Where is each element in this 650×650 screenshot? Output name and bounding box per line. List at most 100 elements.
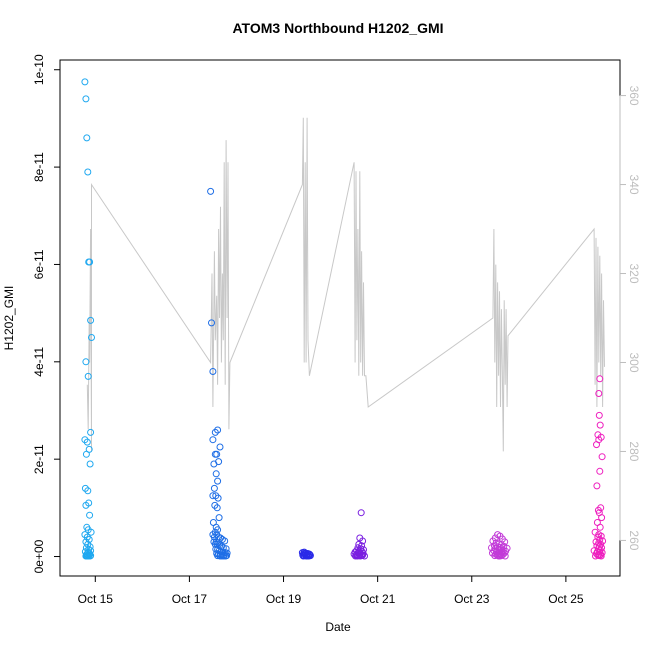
data-point xyxy=(352,552,359,560)
data-point xyxy=(306,552,314,560)
data-point xyxy=(596,467,604,475)
data-point xyxy=(496,552,504,560)
x-tick-label: Oct 21 xyxy=(360,592,396,606)
point-group-3 xyxy=(350,509,368,560)
point-group-4 xyxy=(488,531,511,560)
data-point xyxy=(595,390,603,397)
data-point xyxy=(213,450,221,458)
data-point xyxy=(597,433,605,441)
data-point xyxy=(596,421,604,429)
data-point xyxy=(303,552,311,560)
data-point xyxy=(357,509,365,517)
data-point xyxy=(595,411,603,419)
data-point xyxy=(501,552,509,560)
x-tick-label: Oct 25 xyxy=(548,592,584,606)
data-point xyxy=(87,528,95,536)
data-point xyxy=(218,552,226,560)
points-layer xyxy=(81,78,607,560)
data-point xyxy=(212,492,220,500)
data-point xyxy=(215,458,223,466)
line-series xyxy=(86,117,605,452)
data-point xyxy=(82,501,90,509)
y-tick-label: 1e-10 xyxy=(32,54,46,85)
point-group-0 xyxy=(81,78,95,560)
data-point xyxy=(81,78,89,86)
y-tick-label: 4e-11 xyxy=(32,347,46,377)
data-point xyxy=(86,511,94,519)
data-point xyxy=(82,358,90,366)
data-point xyxy=(86,552,94,560)
y-tick-label: 0e+00 xyxy=(32,539,46,573)
data-point xyxy=(597,552,605,560)
data-point xyxy=(598,514,606,522)
data-point xyxy=(81,484,89,492)
data-point xyxy=(211,501,219,509)
data-point xyxy=(83,134,91,142)
data-point xyxy=(598,544,606,552)
data-point xyxy=(209,436,217,444)
data-point xyxy=(216,443,224,451)
data-point xyxy=(598,453,606,461)
y2-tick-label: 300 xyxy=(627,352,641,372)
line-series-path xyxy=(86,117,605,452)
data-point xyxy=(596,523,604,531)
data-point xyxy=(86,258,94,266)
data-point xyxy=(82,450,90,458)
data-point xyxy=(214,526,222,534)
data-point xyxy=(214,494,222,502)
data-point xyxy=(593,441,600,449)
data-point xyxy=(207,187,215,195)
y-axis-right: 260 280 300 320 340 360 xyxy=(619,86,641,551)
y2-tick-label: 360 xyxy=(627,86,641,106)
y-tick-label: 2e-11 xyxy=(32,444,46,474)
data-point xyxy=(208,319,215,327)
chart-title: ATOM3 Northbound H1202_GMI xyxy=(232,20,443,36)
y-axis-left: 0e+00 2e-11 4e-11 6e-11 8e-11 1e-10 xyxy=(32,54,61,573)
y2-tick-label: 340 xyxy=(627,175,641,195)
data-point xyxy=(221,537,229,545)
y-axis-label: H1202_GMI xyxy=(2,286,16,351)
y-tick-label: 8e-11 xyxy=(32,152,46,182)
data-point xyxy=(84,540,92,548)
point-group-2 xyxy=(298,548,314,560)
data-point xyxy=(222,552,230,560)
data-point xyxy=(84,487,92,495)
data-point xyxy=(599,537,607,545)
data-point xyxy=(211,428,219,436)
data-point xyxy=(593,482,601,490)
data-point xyxy=(212,470,220,478)
data-point xyxy=(83,552,91,560)
data-point xyxy=(491,552,499,560)
x-tick-label: Oct 19 xyxy=(266,592,302,606)
y2-tick-label: 260 xyxy=(627,530,641,550)
data-point xyxy=(87,316,95,324)
data-point xyxy=(84,168,92,176)
y2-tick-label: 320 xyxy=(627,264,641,284)
data-point xyxy=(81,436,89,444)
data-point xyxy=(213,504,221,512)
data-point xyxy=(83,438,91,446)
data-point xyxy=(596,375,604,383)
data-point xyxy=(353,552,361,560)
data-point xyxy=(86,460,94,468)
data-point xyxy=(84,372,92,380)
x-axis: Oct 15 Oct 17 Oct 19 Oct 21 Oct 23 Oct 25 xyxy=(78,575,584,606)
data-point xyxy=(88,334,95,341)
data-point xyxy=(210,484,218,492)
data-point xyxy=(597,532,605,540)
data-point xyxy=(361,552,368,560)
data-point xyxy=(209,368,217,375)
x-tick-label: Oct 15 xyxy=(78,592,114,606)
data-point xyxy=(214,426,222,434)
data-point xyxy=(356,552,364,560)
y-tick-label: 6e-11 xyxy=(32,249,46,279)
data-point xyxy=(82,95,90,103)
x-axis-label: Date xyxy=(325,620,351,634)
x-tick-label: Oct 23 xyxy=(454,592,490,606)
data-point xyxy=(215,514,223,522)
data-point xyxy=(87,428,95,436)
x-tick-label: Oct 17 xyxy=(172,592,208,606)
y2-tick-label: 280 xyxy=(627,441,641,461)
